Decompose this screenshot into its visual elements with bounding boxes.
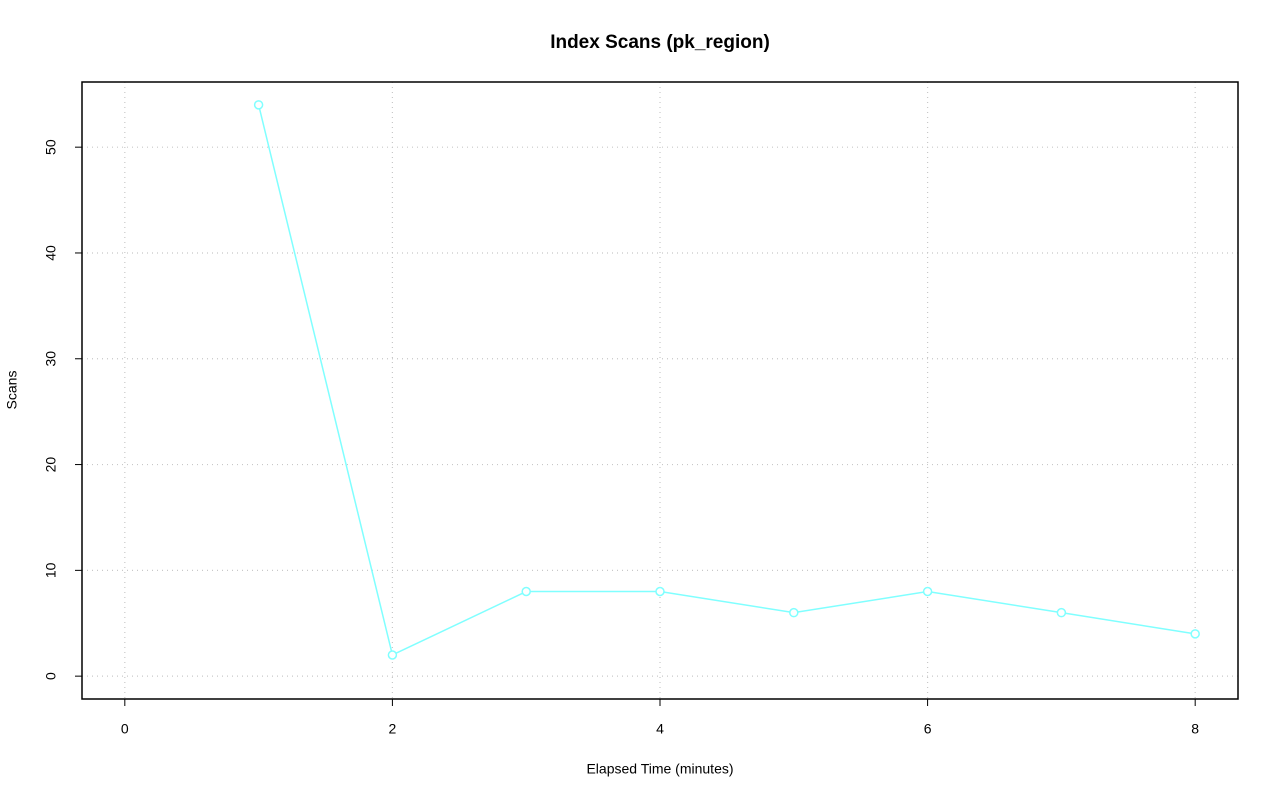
y-tick-label: 20 <box>43 457 59 473</box>
x-tick-label: 8 <box>1191 721 1199 737</box>
data-point <box>253 100 264 110</box>
data-point <box>1056 607 1067 618</box>
y-axis-label: Scans <box>4 371 20 410</box>
plot-frame <box>81 81 1239 700</box>
data-point <box>922 586 933 597</box>
y-tick-label: 40 <box>43 245 59 261</box>
y-tick-label: 0 <box>43 672 59 680</box>
data-point <box>1190 629 1200 639</box>
y-tick-label: 10 <box>43 562 59 578</box>
data-point <box>655 586 665 597</box>
x-tick-label: 6 <box>924 721 932 737</box>
x-tick-label: 4 <box>656 721 664 737</box>
x-axis-label: Elapsed Time (minutes) <box>586 761 733 777</box>
y-tick-label: 50 <box>43 139 59 155</box>
data-point <box>387 650 398 660</box>
y-tick-label: 30 <box>43 351 59 367</box>
x-tick-label: 2 <box>389 721 397 737</box>
grid <box>82 82 1238 699</box>
data-line <box>257 104 1196 657</box>
chart-title: Index Scans (pk_region) <box>550 32 770 53</box>
data-point <box>521 586 531 597</box>
data-point <box>789 607 799 618</box>
x-tick-label: 0 <box>121 721 129 737</box>
